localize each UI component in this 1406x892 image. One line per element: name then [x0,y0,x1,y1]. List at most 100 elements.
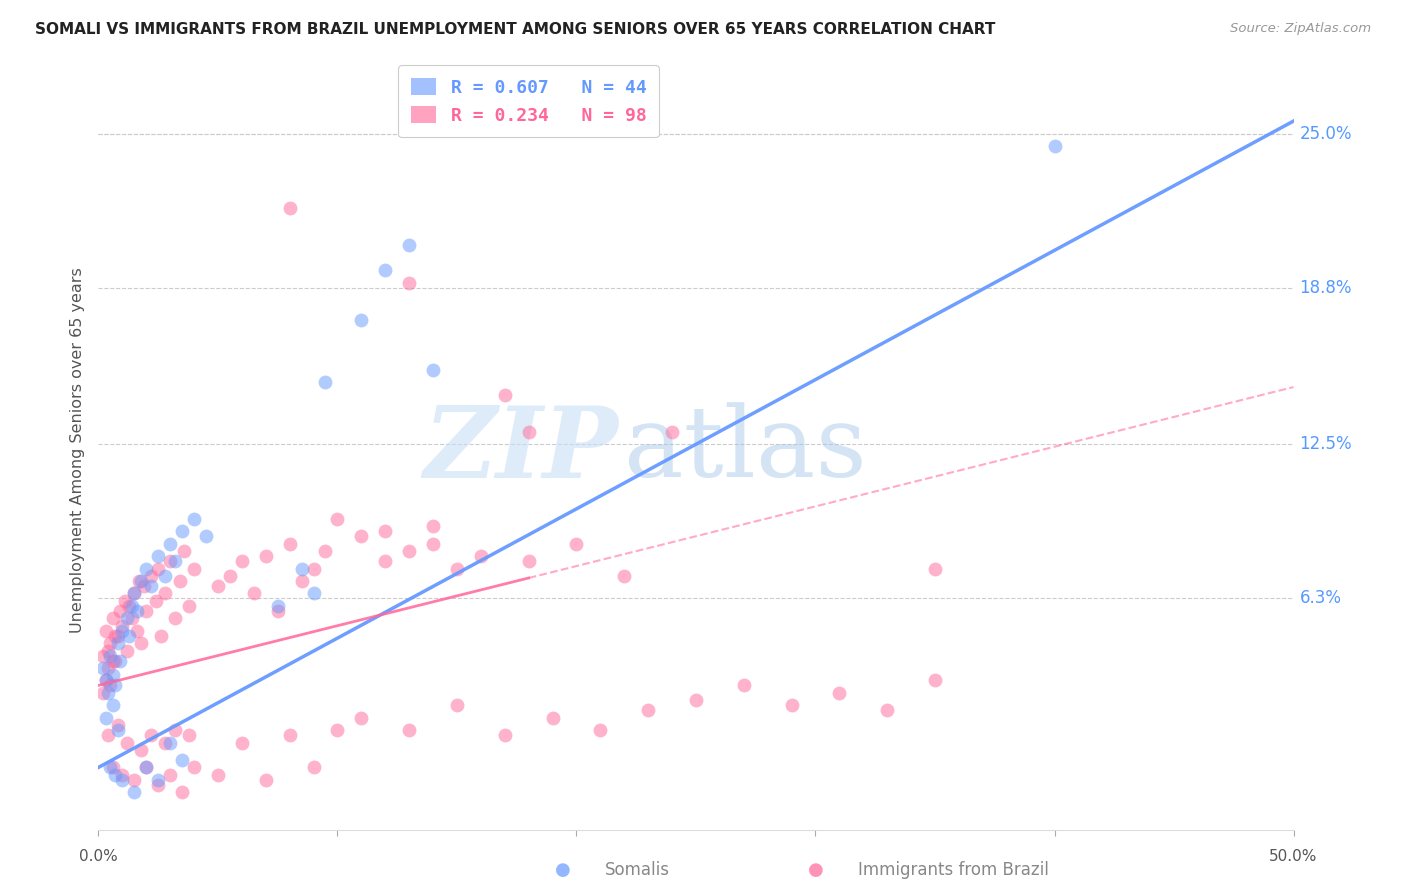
Point [183,760,205,774]
Point [541,711,564,725]
Point [163,723,186,738]
Point [98,678,122,692]
Point [155,735,177,749]
Text: 18.8%: 18.8% [1299,278,1353,297]
Point [98,648,122,663]
Point [494,728,516,742]
Point [179,728,201,742]
Point [159,768,181,782]
Point [107,629,129,643]
Point [91,661,114,675]
Point [302,760,325,774]
Point [163,611,186,625]
Point [195,529,218,543]
Point [111,772,134,787]
Legend: R = 0.607   N = 44, R = 0.234   N = 98: R = 0.607 N = 44, R = 0.234 N = 98 [398,65,659,137]
Point [101,611,124,625]
Point [97,728,120,742]
Point [267,599,290,613]
Y-axis label: Unemployment Among Seniors over 65 years: Unemployment Among Seniors over 65 years [69,268,84,633]
Point [107,718,129,732]
Point [104,629,127,643]
Point [108,604,131,618]
Point [104,653,127,667]
Point [101,698,124,713]
Point [107,636,129,650]
Point [155,586,177,600]
Point [139,569,162,583]
Point [148,549,170,563]
Point [398,723,420,738]
Point [131,743,153,757]
Point [172,753,194,767]
Text: atlas: atlas [624,402,868,499]
Point [125,624,148,638]
Point [121,599,143,613]
Point [104,678,127,692]
Point [231,554,253,568]
Point [148,772,170,787]
Point [924,673,946,688]
Point [94,624,117,638]
Point [291,574,314,588]
Point [159,735,181,749]
Point [149,629,172,643]
Point [111,618,134,632]
Point [470,549,492,563]
Point [350,711,373,725]
Text: 50.0%: 50.0% [1270,849,1317,864]
Point [267,604,290,618]
Point [101,653,124,667]
Point [179,599,201,613]
Point [118,629,141,643]
Point [517,425,540,439]
Point [231,735,253,749]
Point [517,554,540,568]
Point [91,686,114,700]
Point [94,673,117,688]
Point [374,263,396,277]
Point [135,760,157,774]
Text: Somalis: Somalis [605,861,669,879]
Point [124,785,146,799]
Text: Immigrants from Brazil: Immigrants from Brazil [858,861,1049,879]
Point [291,561,314,575]
Point [121,611,143,625]
Point [302,586,325,600]
Point [350,313,373,327]
Point [115,643,138,657]
Point [125,604,148,618]
Point [374,524,396,539]
Point [104,768,127,782]
Point [172,524,194,539]
Point [326,723,349,738]
Point [131,574,153,588]
Point [398,544,420,558]
Point [326,512,349,526]
Point [733,678,755,692]
Point [780,698,803,713]
Text: 0.0%: 0.0% [79,849,118,864]
Text: SOMALI VS IMMIGRANTS FROM BRAZIL UNEMPLOYMENT AMONG SENIORS OVER 65 YEARS CORREL: SOMALI VS IMMIGRANTS FROM BRAZIL UNEMPLO… [35,22,995,37]
Point [446,698,468,713]
Point [163,554,186,568]
Text: ●: ● [807,861,824,879]
Point [101,760,124,774]
Point [169,574,191,588]
Point [114,594,136,608]
Point [398,238,420,252]
Point [315,544,337,558]
Text: ZIP: ZIP [423,402,619,499]
Text: 12.5%: 12.5% [1299,435,1353,453]
Point [135,561,157,575]
Point [828,686,851,700]
Point [115,735,138,749]
Point [107,723,129,738]
Point [124,772,146,787]
Point [159,554,181,568]
Point [924,561,946,575]
Point [278,537,301,551]
Point [183,512,205,526]
Point [254,772,277,787]
Point [159,537,181,551]
